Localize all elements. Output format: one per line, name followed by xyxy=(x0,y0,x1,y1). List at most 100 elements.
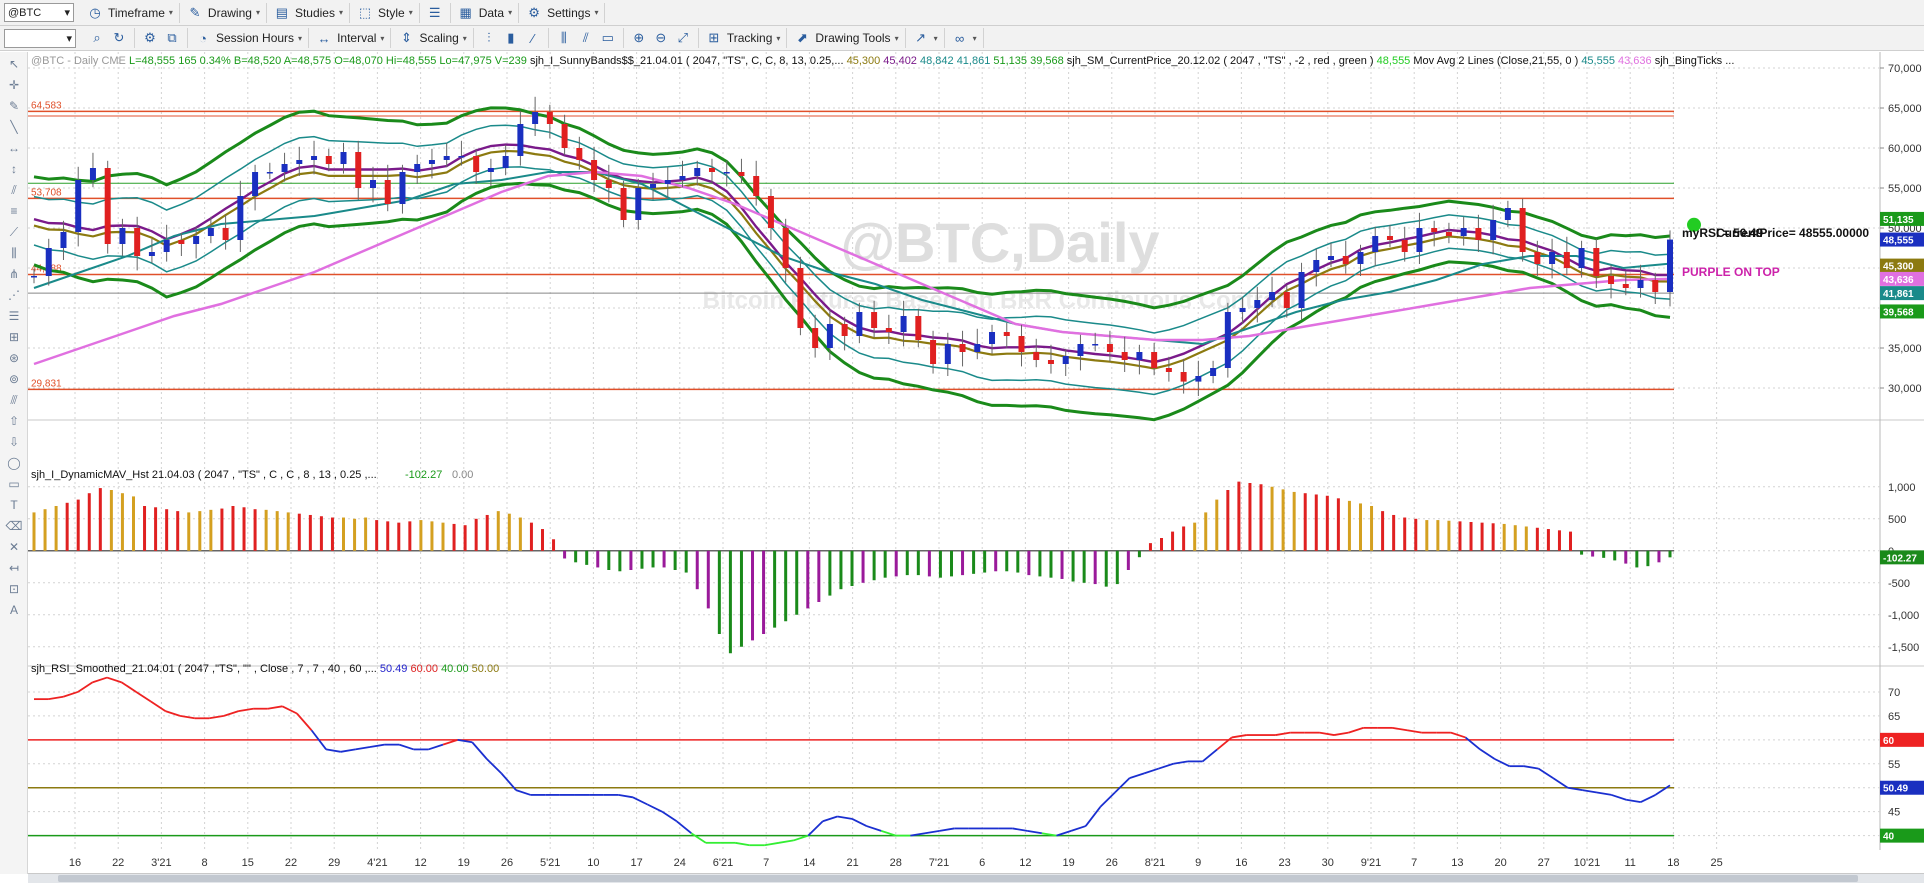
histogram-tick-label: 1,000 xyxy=(1888,482,1916,494)
x-tick-label: 4'21 xyxy=(367,857,387,869)
bar-type-buttons[interactable]: ⫶ ▮ ⁄ xyxy=(474,28,549,48)
rsi-segment xyxy=(1450,731,1466,739)
chart-tools[interactable]: ⚙ ⧉ xyxy=(135,28,188,48)
rsi-segment xyxy=(1654,784,1671,796)
scaling-menu[interactable]: ⇕ Scaling ▾ xyxy=(391,28,474,48)
line-tool-icon[interactable]: ╲ xyxy=(10,120,18,134)
link-icon: ∞ xyxy=(954,30,965,46)
arrow-left-icon[interactable]: ↤ xyxy=(8,561,20,575)
fib-tool-icon[interactable]: ≡ xyxy=(10,204,18,218)
interval-menu[interactable]: ↔ Interval ▾ xyxy=(309,28,392,48)
crosshair-tool-icon[interactable]: ✛ xyxy=(8,78,20,92)
symbol-selector[interactable]: @BTC ▾ xyxy=(4,3,74,22)
rsi-segment xyxy=(1012,827,1028,832)
candle-body xyxy=(1549,252,1556,264)
price-tick-label: 30,000 xyxy=(1888,383,1922,395)
rectangle-tool-icon[interactable]: ▭ xyxy=(8,477,20,491)
rsi-segment xyxy=(690,832,707,844)
candle-body xyxy=(325,156,332,164)
pane-layout-icon: ▭ xyxy=(601,30,614,45)
zoom-tools[interactable]: ⌕ ↻ xyxy=(82,28,135,48)
quote-value: B=48,520 xyxy=(234,55,284,67)
candle-body xyxy=(841,324,848,336)
chevron-down-icon: ▾ xyxy=(594,8,599,17)
pitchfork-tool-icon[interactable]: ⋔ xyxy=(8,267,20,281)
rsi-segment xyxy=(135,691,152,703)
settings-menu[interactable]: ⚙ Settings ▾ xyxy=(519,2,606,23)
grid-tool-icon[interactable]: ⊞ xyxy=(8,330,20,344)
candle-body xyxy=(1224,312,1231,368)
zoom-buttons[interactable]: ⊕ ⊖ ⤢ xyxy=(624,28,699,48)
rsi-segment xyxy=(1640,794,1656,803)
candle-body xyxy=(384,180,391,204)
rsi-segment xyxy=(515,789,531,796)
horizontal-line-icon[interactable]: ↔ xyxy=(8,141,20,155)
candle-body xyxy=(753,176,760,196)
rsi-segment xyxy=(1084,806,1102,827)
interval-input[interactable]: ▾ xyxy=(4,28,76,48)
cycle-tool-icon[interactable]: ⊚ xyxy=(8,372,20,386)
tracking-menu[interactable]: ⊞ Tracking ▾ xyxy=(699,28,788,48)
extra-tools-button[interactable]: ∞ ▾ xyxy=(945,28,984,48)
candle-body xyxy=(1534,252,1541,264)
candle-body xyxy=(119,228,126,244)
candle-body xyxy=(1357,252,1364,264)
speed-line-icon[interactable]: ⋰ xyxy=(8,288,20,302)
drawing-tools-menu[interactable]: ⬈ Drawing Tools ▾ xyxy=(787,28,906,48)
studies-menu[interactable]: ▤ Studies ▾ xyxy=(267,2,350,23)
histogram-bars xyxy=(32,481,1672,654)
candle-body xyxy=(767,196,774,228)
session-hours-menu[interactable]: ◔ Session Hours ▾ xyxy=(188,28,310,48)
text-tool-icon[interactable]: T xyxy=(10,498,18,512)
pointer-tool-icon[interactable]: ↖ xyxy=(8,57,20,71)
rsi-segment xyxy=(62,691,79,698)
rsi-segment xyxy=(77,681,93,693)
timeframe-menu[interactable]: ◷ Timeframe ▾ xyxy=(80,2,180,23)
x-tick-label: 19 xyxy=(1062,857,1074,869)
drawing-menu[interactable]: ✎ Drawing ▾ xyxy=(180,2,267,23)
pencil-tool-icon[interactable]: ✎ xyxy=(8,99,20,113)
candle-body xyxy=(694,168,701,176)
spiral-tool-icon[interactable]: ⊛ xyxy=(8,351,20,365)
data-menu[interactable]: ▦ Data ▾ xyxy=(451,2,520,23)
x-tick-label: 16 xyxy=(69,857,81,869)
snapshot-tool-icon[interactable]: ⊡ xyxy=(8,582,20,596)
vertical-line-icon[interactable]: ↕ xyxy=(11,162,17,176)
arrow-up-icon[interactable]: ⇧ xyxy=(8,414,20,428)
interval-icon: ↔ xyxy=(317,30,331,46)
price-flag-label: 41,861 xyxy=(1883,289,1914,300)
style-menu[interactable]: ⬚ Style ▾ xyxy=(350,2,420,23)
study-value: Mov Avg 2 Lines (Close,21,55, 0 ) xyxy=(1413,55,1581,67)
regression-tool-icon[interactable]: ⫻ xyxy=(10,392,18,407)
arrow-down-icon[interactable]: ⇩ xyxy=(8,435,20,449)
price-flag-label: 39,568 xyxy=(1883,307,1914,318)
ellipse-tool-icon[interactable]: ◯ xyxy=(7,456,21,470)
layout-button[interactable]: ☰ xyxy=(420,2,451,23)
chevron-down-icon: ▾ xyxy=(776,33,781,43)
bar-tool-icon[interactable]: ⫼ xyxy=(11,245,17,260)
levels-tool-icon[interactable]: ☰ xyxy=(8,309,20,323)
study-value: 39,568 xyxy=(1030,55,1067,67)
channel-tool-icon[interactable]: ⫽ xyxy=(11,182,17,197)
price-tick-label: 35,000 xyxy=(1888,343,1922,355)
pane-buttons[interactable]: ⫼ ⫽ ▭ xyxy=(549,28,624,48)
study-value: 43,636 xyxy=(1618,55,1655,67)
gann-tool-icon[interactable]: ⟋ xyxy=(9,224,19,239)
eraser-tool-icon[interactable]: ⌫ xyxy=(5,519,23,533)
watermark-title: @BTC,Daily xyxy=(840,211,1159,274)
horizontal-scrollbar[interactable] xyxy=(28,873,1924,883)
analysis-text-icon[interactable]: A xyxy=(9,603,18,617)
delete-tool-icon[interactable]: ✕ xyxy=(8,540,20,554)
scrollbar-thumb[interactable] xyxy=(58,875,1858,882)
rsi-tick-label: 45 xyxy=(1888,807,1900,819)
clock-icon: ◷ xyxy=(89,4,101,20)
candle-body xyxy=(635,188,642,220)
trendline-button[interactable]: ↗ ▾ xyxy=(906,28,945,48)
candle-body xyxy=(207,228,214,236)
rsi-level-flag xyxy=(1880,732,1924,747)
candle-body xyxy=(1121,352,1128,360)
candle-body xyxy=(1652,280,1659,292)
copy-icon: ⧉ xyxy=(167,30,177,45)
x-tick-label: 7 xyxy=(1411,857,1417,869)
